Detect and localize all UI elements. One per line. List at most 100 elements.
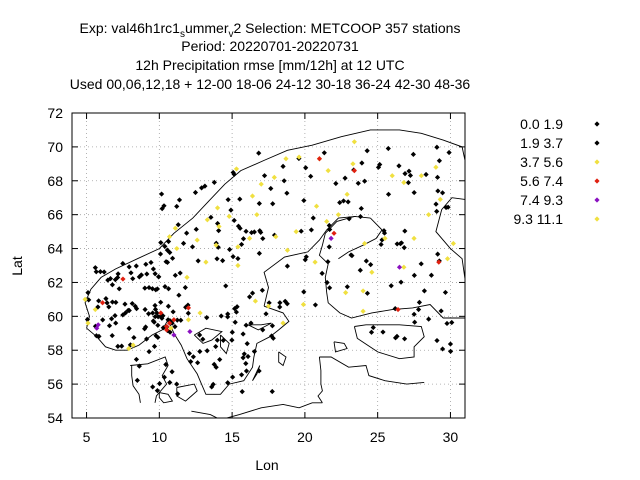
station-marker bbox=[434, 338, 439, 343]
station-marker bbox=[127, 264, 132, 269]
station-marker bbox=[227, 247, 232, 252]
station-marker bbox=[152, 344, 157, 349]
station-marker bbox=[282, 178, 287, 183]
station-marker bbox=[130, 276, 135, 281]
station-marker bbox=[412, 320, 417, 325]
station-marker bbox=[147, 349, 152, 354]
station-marker bbox=[166, 239, 171, 244]
station-marker bbox=[221, 338, 226, 343]
station-marker bbox=[285, 248, 290, 253]
legend-label: 0.0 1.9 bbox=[520, 116, 563, 132]
station-marker bbox=[433, 165, 438, 170]
station-marker bbox=[331, 231, 336, 236]
legend-marker bbox=[594, 159, 599, 164]
station-marker bbox=[241, 331, 246, 336]
station-marker bbox=[146, 311, 151, 316]
station-marker bbox=[445, 256, 450, 261]
station-marker bbox=[435, 175, 440, 180]
station-marker bbox=[241, 355, 246, 360]
station-marker bbox=[232, 218, 237, 223]
station-marker bbox=[120, 276, 125, 281]
station-marker bbox=[159, 191, 164, 196]
station-marker bbox=[217, 357, 222, 362]
station-marker bbox=[226, 197, 231, 202]
station-marker bbox=[411, 236, 416, 241]
station-marker bbox=[176, 222, 181, 227]
station-marker bbox=[446, 150, 451, 155]
station-marker bbox=[270, 389, 275, 394]
station-marker bbox=[187, 351, 192, 356]
station-marker bbox=[247, 294, 252, 299]
station-marker bbox=[220, 258, 225, 263]
station-marker bbox=[401, 180, 406, 185]
station-marker bbox=[386, 146, 391, 151]
station-marker bbox=[166, 304, 171, 309]
station-marker bbox=[426, 212, 431, 217]
station-marker bbox=[362, 179, 367, 184]
coastline-segment bbox=[174, 306, 289, 394]
coastline-segment bbox=[85, 130, 465, 328]
station-marker bbox=[193, 190, 198, 195]
station-marker bbox=[196, 258, 201, 263]
station-marker bbox=[230, 374, 235, 379]
station-marker bbox=[417, 300, 422, 305]
station-marker bbox=[178, 270, 183, 275]
x-tick-label: 30 bbox=[443, 429, 459, 445]
station-marker bbox=[144, 271, 149, 276]
station-marker bbox=[107, 323, 112, 328]
station-marker bbox=[406, 180, 411, 185]
station-marker bbox=[260, 288, 265, 293]
legend-label: 7.4 9.3 bbox=[520, 192, 563, 208]
station-marker bbox=[378, 242, 383, 247]
station-marker bbox=[112, 313, 117, 318]
station-marker bbox=[247, 236, 252, 241]
station-marker bbox=[234, 166, 239, 171]
x-axis-label: Lon bbox=[255, 457, 278, 473]
station-marker bbox=[301, 289, 306, 294]
y-axis-label: Lat bbox=[9, 256, 25, 276]
y-tick-label: 60 bbox=[47, 308, 63, 324]
station-marker bbox=[119, 344, 124, 349]
station-marker bbox=[167, 380, 172, 385]
station-marker bbox=[253, 298, 258, 303]
station-marker bbox=[350, 161, 355, 166]
station-marker bbox=[262, 173, 267, 178]
station-marker bbox=[386, 192, 391, 197]
legend-marker bbox=[594, 216, 599, 221]
station-marker bbox=[100, 317, 105, 322]
station-marker bbox=[317, 156, 322, 161]
station-marker bbox=[230, 330, 235, 335]
station-marker bbox=[183, 285, 188, 290]
station-marker bbox=[345, 284, 350, 289]
station-marker bbox=[150, 384, 155, 389]
station-marker bbox=[451, 241, 456, 246]
station-marker bbox=[113, 320, 118, 325]
station-marker bbox=[314, 204, 319, 209]
station-marker bbox=[333, 181, 338, 186]
station-marker bbox=[250, 193, 255, 198]
station-marker bbox=[346, 199, 351, 204]
station-marker bbox=[365, 291, 370, 296]
station-marker bbox=[309, 227, 314, 232]
legend-marker bbox=[594, 197, 599, 202]
station-marker bbox=[203, 260, 208, 265]
station-marker bbox=[358, 214, 363, 219]
station-marker bbox=[277, 304, 282, 309]
station-marker bbox=[326, 168, 331, 173]
station-marker bbox=[284, 191, 289, 196]
station-marker bbox=[117, 286, 122, 291]
station-marker bbox=[419, 261, 424, 266]
station-marker bbox=[205, 348, 210, 353]
station-marker bbox=[254, 212, 259, 217]
station-marker bbox=[412, 273, 417, 278]
coastline-segment bbox=[334, 342, 347, 352]
plot-title: Exp: val46h1rc1summerv2 Selection: METCO… bbox=[70, 20, 471, 92]
station-marker bbox=[294, 229, 299, 234]
station-marker bbox=[365, 148, 370, 153]
station-marker bbox=[402, 245, 407, 250]
title-line-1: Exp: val46h1rc1summerv2 Selection: METCO… bbox=[80, 20, 461, 40]
station-marker bbox=[440, 190, 445, 195]
y-tick-label: 58 bbox=[47, 342, 63, 358]
y-tick-label: 72 bbox=[47, 105, 63, 121]
